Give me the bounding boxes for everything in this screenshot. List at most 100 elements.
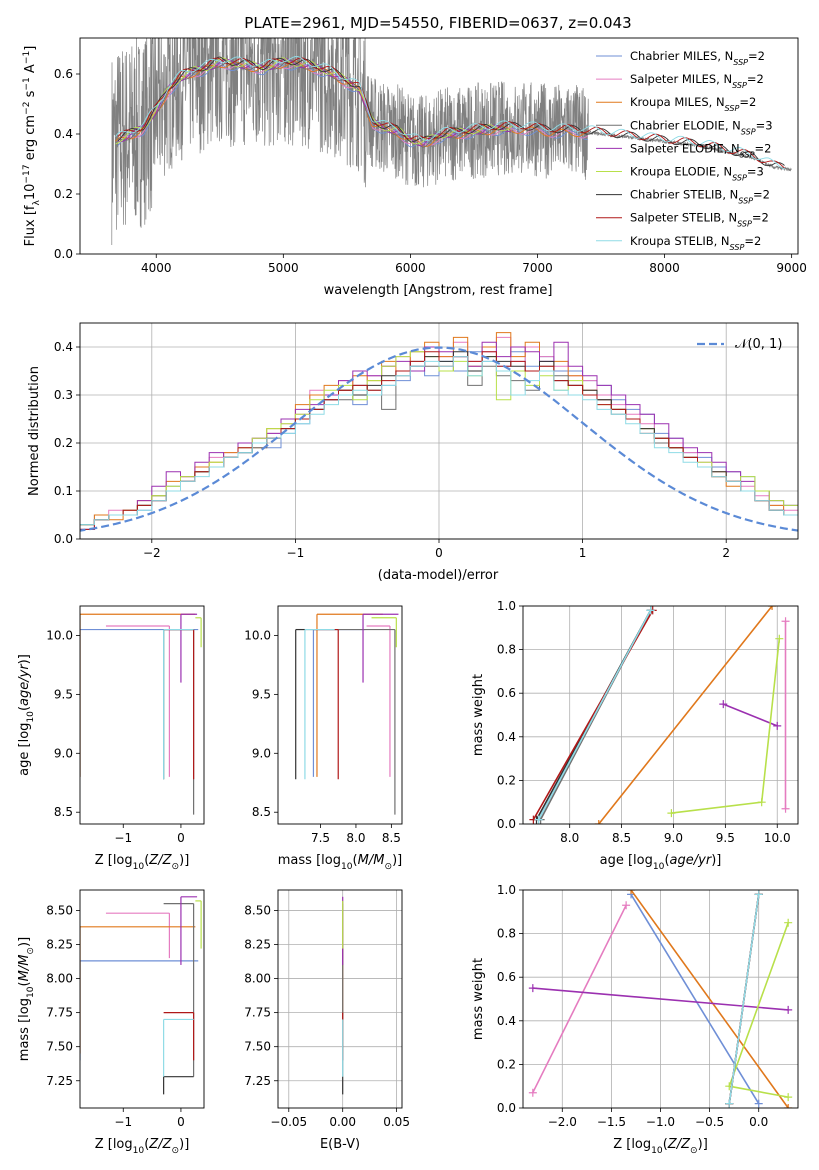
label-segment: A — [23, 64, 38, 77]
label-segment: =2 — [754, 141, 771, 155]
label-segment: SSP — [741, 127, 756, 136]
legend-label: Kroupa STELIB, NSSP=2 — [630, 234, 761, 252]
label-segment: −1 — [22, 77, 32, 90]
label-segment: 10 — [653, 862, 665, 872]
axes-frame — [79, 605, 205, 825]
label-segment: Salpeter ELODIE, N — [630, 141, 740, 155]
weight-marker — [775, 634, 784, 643]
plot-area — [528, 890, 793, 1108]
label-segment: 10 — [23, 184, 38, 201]
x-tick-label: 9.5 — [716, 831, 735, 845]
x-tick-label: 8.0 — [346, 831, 365, 845]
x-tick-label: 9000 — [776, 261, 807, 275]
y-tick-label: 8.00 — [46, 972, 73, 986]
label-segment: Z/Z — [148, 853, 172, 868]
weight-marker — [784, 918, 793, 927]
label-segment: )] — [179, 1137, 189, 1152]
x-axis-label: (data-model)/error — [378, 568, 499, 583]
label-segment: ( — [664, 853, 669, 868]
y-tick-label: 8.50 — [46, 903, 73, 917]
weight-marker — [773, 721, 782, 730]
axes-mass-weight-vs-age: 8.0 8.5 9.0 9.5 10.0 0.0 0.2 0.4 0.6 0.8 1.0 age [l… — [471, 599, 799, 872]
y-tick-label: 7.75 — [244, 1006, 271, 1020]
label-segment: M/M — [358, 853, 385, 868]
y-tick-label: 10.0 — [244, 628, 271, 642]
legend-label: Salpeter STELIB, NSSP=2 — [630, 211, 769, 229]
y-tick-label: 0.2 — [497, 1057, 516, 1071]
axes-residuals: −2 −1 0 1 2 0.0 0.1 0.2 0.3 0.4 (data-model)/error… — [27, 322, 799, 583]
label-segment: 10 — [26, 711, 36, 723]
plot-area — [529, 606, 790, 824]
x-tick-label: 8.5 — [612, 831, 631, 845]
weight-marker — [646, 606, 655, 615]
axes-frame — [79, 889, 205, 1109]
model-line-salpeter-stelib — [117, 57, 785, 169]
label-segment: Chabrier ELODIE, N — [630, 118, 741, 132]
y-axis-label: mass weight — [471, 958, 486, 1040]
x-tick-label: 7.5 — [311, 831, 330, 845]
y-tick-label: 9.0 — [252, 746, 271, 760]
label-segment: Z [log — [95, 853, 133, 868]
label-segment: ⊙ — [172, 1146, 180, 1156]
histogram-kroupa-stelib — [80, 356, 798, 526]
y-tick-label: 8.50 — [244, 903, 271, 917]
label-segment: =2 — [739, 95, 756, 109]
x-tick-label: 8.0 — [560, 831, 579, 845]
label-segment: M/M — [17, 955, 32, 982]
label-segment: )] — [179, 853, 189, 868]
normal-curve — [80, 346, 798, 532]
label-segment: Kroupa MILES, N — [630, 95, 725, 109]
histogram-salpeter-elodie — [80, 341, 798, 530]
y-tick-label: 0.2 — [54, 187, 73, 201]
legend-label: Chabrier ELODIE, NSSP=3 — [630, 118, 773, 136]
y-tick-label: 0.3 — [54, 388, 73, 402]
x-tick-label: 1 — [579, 546, 587, 560]
label-segment: ⊙ — [172, 862, 180, 872]
axes-mass-vs-Z: −1 07.257.507.758.008.258.50Z [log10(Z/Z⊙… — [17, 889, 205, 1156]
label-segment: 10 — [341, 862, 353, 872]
y-tick-label: 7.50 — [244, 1040, 271, 1054]
x-axis-label: Z [log10(Z/Z⊙)] — [95, 853, 190, 872]
y-tick-label: 0.4 — [54, 127, 73, 141]
weight-marker — [754, 890, 763, 899]
y-tick-label: 9.5 — [252, 687, 271, 701]
label-segment: −1 — [22, 51, 32, 64]
axes-age-vs-Z: −1 08.59.09.510.0Z [log10(Z/Z⊙)]age [log1… — [17, 605, 205, 872]
x-tick-label: 10.0 — [764, 831, 791, 845]
label-segment: =2 — [748, 49, 765, 63]
x-tick-label: 8.5 — [382, 831, 401, 845]
y-tick-label: 0.0 — [497, 817, 516, 831]
plot-area — [80, 332, 798, 532]
y-tick-label: 8.5 — [54, 805, 73, 819]
y-tick-label: 1.0 — [497, 599, 516, 613]
y-tick-label: 0.1 — [54, 484, 73, 498]
label-segment: Salpeter STELIB, N — [630, 211, 737, 225]
plot-area — [295, 613, 399, 815]
weight-line-salpeter-stelib — [532, 610, 654, 820]
axes-age-vs-mass: 7.5 8.0 8.5 8.5 9.0 9.5 10.0 mass [log10(M/M⊙)] — [244, 605, 403, 872]
weight-marker — [757, 798, 766, 807]
y-tick-label: 8.25 — [244, 938, 271, 952]
x-tick-label: 0.00 — [329, 1115, 356, 1129]
y-tick-label: 0.4 — [54, 340, 73, 354]
label-segment: ( — [17, 981, 32, 986]
weight-line-kroupa-miles — [630, 890, 789, 1108]
x-tick-label: 5000 — [268, 261, 299, 275]
weight-marker — [784, 1104, 793, 1108]
label-segment: mass [log — [278, 853, 341, 868]
weight-marker — [781, 804, 790, 813]
x-tick-label: −1 — [114, 1115, 132, 1129]
axes-spectrum: 4000 5000 6000 7000 8000 9000 0.0 0.2 0.4 0.6 wave… — [22, 37, 807, 298]
y-axis-label: Normed distribution — [27, 366, 42, 496]
x-tick-label: −0.05 — [270, 1115, 307, 1129]
x-tick-label: −1.5 — [597, 1115, 626, 1129]
y-tick-label: 0.0 — [497, 1101, 516, 1115]
x-tick-label: 0 — [177, 831, 185, 845]
x-tick-label: 0 — [435, 546, 443, 560]
weight-marker — [784, 1005, 793, 1014]
label-segment: ( — [353, 853, 358, 868]
axes-frame — [522, 889, 799, 1109]
label-segment: SSP — [737, 219, 752, 228]
